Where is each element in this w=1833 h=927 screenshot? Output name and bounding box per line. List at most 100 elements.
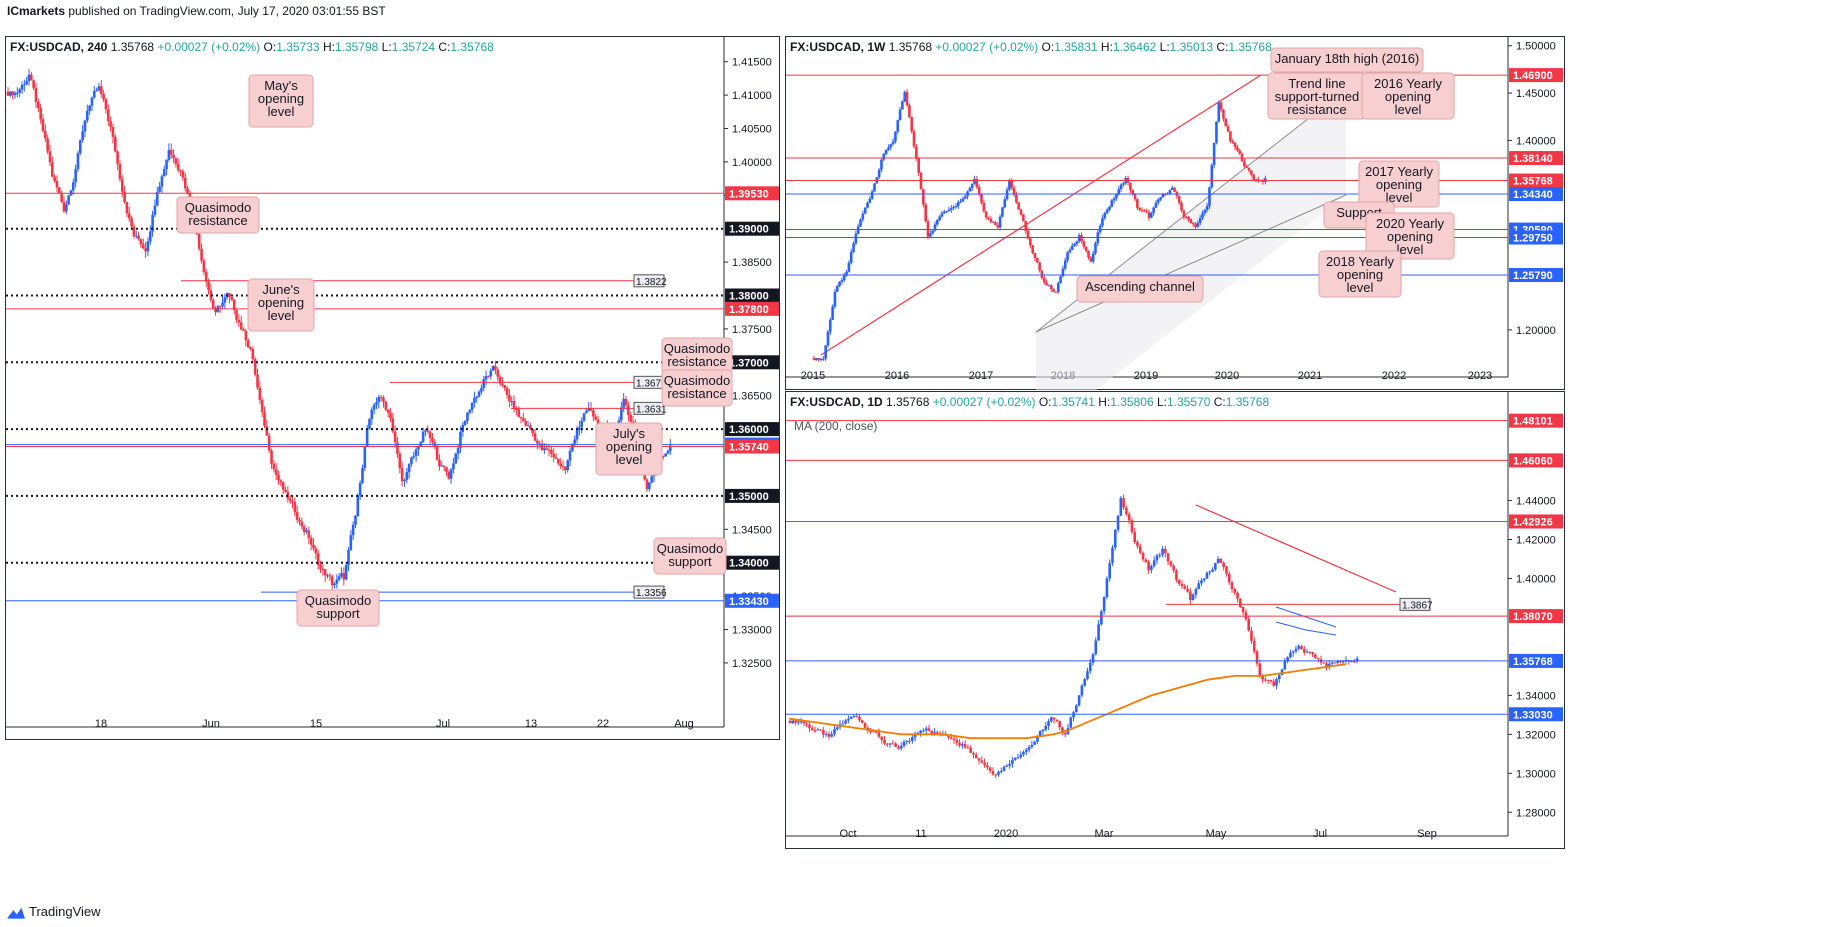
candle-body [18, 89, 21, 93]
x-tick-label: 15 [310, 718, 322, 730]
candle-body [987, 217, 990, 219]
price-tag-bg [725, 355, 779, 370]
candle-body [1017, 202, 1021, 210]
candle-body [1219, 102, 1223, 110]
price-tag-bg [1509, 609, 1563, 624]
candle-body [650, 476, 653, 483]
candle-body [989, 218, 993, 222]
candle-body [1129, 182, 1132, 190]
candle-body [386, 409, 390, 413]
candle-body [1127, 514, 1131, 521]
candle-body [253, 359, 257, 375]
price-tag-label: 1.46900 [1513, 70, 1553, 82]
candle-body [564, 466, 567, 470]
candle-body [531, 429, 535, 434]
candle-body [1138, 546, 1142, 553]
candle-body [158, 186, 161, 192]
candle-body [1086, 671, 1089, 680]
candle-body [1115, 194, 1118, 199]
y-tick-label: 1.44000 [1516, 496, 1556, 508]
y-tick-label: 1.40000 [1516, 573, 1556, 585]
candle-body [377, 397, 381, 403]
chart-panel-4h[interactable]: FX:USDCAD, 240 1.35768 +0.00027 (+0.02%)… [5, 36, 780, 740]
candle-body [929, 233, 932, 237]
candle-body [1194, 588, 1198, 595]
annotation-text: opening [258, 91, 304, 106]
candle-body [428, 431, 432, 438]
candle-body [1027, 746, 1031, 750]
candle-body [78, 140, 82, 154]
candle-body [924, 204, 927, 222]
candle-body [204, 272, 208, 282]
candle-body [365, 428, 369, 447]
candle-body [1243, 161, 1246, 167]
candle-body [1189, 219, 1193, 223]
candle-body [1050, 717, 1053, 722]
candle-body [65, 204, 68, 212]
price-tag: 1.35000 [725, 488, 779, 503]
candle-body [258, 387, 262, 400]
chart-panel-weekly[interactable]: FX:USDCAD, 1W 1.35768 +0.00027 (+0.02%) … [785, 36, 1565, 391]
candle-body [116, 151, 119, 164]
tradingview-brand[interactable]: TradingView [7, 904, 101, 919]
candle-body [1110, 200, 1114, 207]
candle-body [980, 194, 983, 203]
candle-body [566, 460, 570, 470]
candle-body [824, 733, 828, 735]
candle-body [813, 730, 817, 732]
candle-body [60, 193, 63, 202]
candle-body [833, 291, 837, 307]
candle-body [473, 397, 476, 403]
candle-body [309, 537, 313, 545]
candle-body [27, 74, 31, 82]
candle-body [125, 202, 129, 214]
candle-body [347, 550, 350, 565]
candle-body [1147, 212, 1151, 218]
candle-body [977, 758, 981, 761]
candle-body [475, 396, 479, 398]
chart-panel-daily[interactable]: FX:USDCAD, 1D 1.35768 +0.00027 (+0.02%) … [785, 391, 1565, 849]
candle-body [860, 720, 864, 723]
chart-daily-svg: 1.44000 1.42000 1.40000 1.34000 1.32000 1.300… [786, 392, 1563, 840]
candle-body [845, 271, 848, 275]
candle-body [1033, 253, 1037, 258]
y-tick-label: 1.30000 [1516, 768, 1556, 780]
candle-body [389, 412, 392, 419]
candle-body [237, 319, 241, 323]
candle-body [1001, 207, 1004, 217]
candle-body [1280, 669, 1284, 676]
price-tag-label: 1.35768 [1513, 176, 1553, 188]
tradingview-logo-icon [7, 907, 25, 919]
level-tag: 1.3356 [633, 585, 667, 599]
candle-body [930, 730, 934, 734]
candle-body [302, 526, 306, 533]
candle-body [372, 404, 376, 410]
candle-body [391, 418, 395, 432]
candle-body [272, 463, 276, 470]
indicator-label[interactable]: MA (200, close) [794, 419, 878, 433]
candle-body [533, 433, 537, 441]
candle-body [333, 583, 336, 586]
candle-body [160, 176, 164, 187]
annotation-text: opening [258, 295, 304, 310]
x-tick-label: 2020 [1215, 370, 1239, 382]
annotation-text: support [668, 554, 712, 569]
candle-body [1197, 583, 1200, 589]
price-tag: 1.42926 [1509, 514, 1563, 529]
candle-body [295, 512, 299, 520]
candle-body [1182, 210, 1186, 217]
candle-body [34, 88, 38, 102]
candle-body [624, 399, 628, 406]
annotation-text: support-turned [1275, 89, 1360, 104]
candle-body [888, 743, 892, 745]
annotation-box [595, 422, 663, 476]
candle-body [1154, 202, 1158, 208]
candle-body [1044, 725, 1048, 730]
author[interactable]: ICmarkets [7, 4, 66, 18]
candle-body [1117, 189, 1121, 195]
candle-body [354, 516, 357, 525]
price-tag: 1.48101 [1509, 413, 1563, 428]
